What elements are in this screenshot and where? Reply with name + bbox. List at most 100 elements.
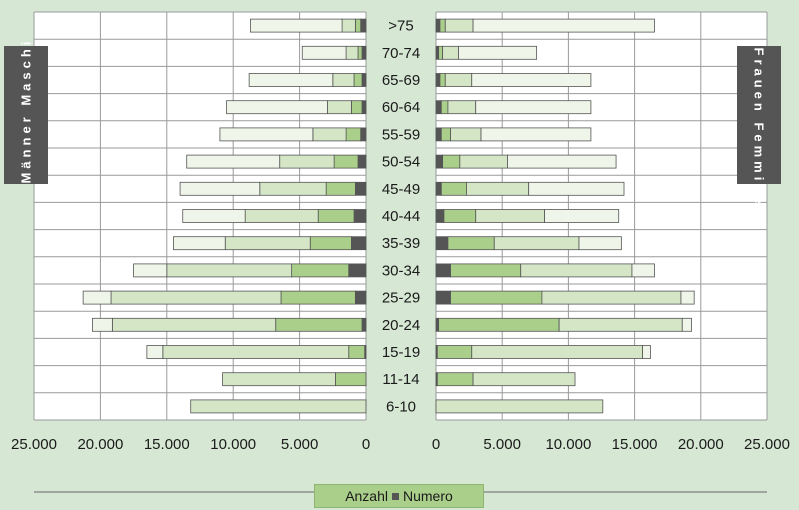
age-group-label: 35-39 xyxy=(382,235,420,252)
female-bar-segment-light xyxy=(459,154,508,169)
female-bar-segment-pale xyxy=(680,290,695,305)
male-bar-segment-green xyxy=(348,345,366,359)
female-bar-segment-green xyxy=(439,18,446,33)
age-group-label: 30-34 xyxy=(382,262,420,279)
male-bar-segment-pale xyxy=(92,317,113,332)
female-bar-segment-green xyxy=(442,154,461,169)
male-bar-segment-light xyxy=(332,73,355,87)
male-bar-segment-light xyxy=(222,372,336,387)
female-bar-segment-light xyxy=(558,317,683,332)
male-bar-segment-dark xyxy=(361,45,367,60)
x-tick-label-left: 25.000 xyxy=(11,436,57,453)
female-bar-segment-green xyxy=(438,45,444,60)
male-bar-segment-green xyxy=(333,154,359,169)
male-bar-segment-light xyxy=(224,236,311,251)
female-bar-segment-green xyxy=(440,181,467,196)
male-bar-segment-dark xyxy=(361,317,367,332)
male-bar-segment-dark xyxy=(360,18,367,33)
male-bar-segment-pale xyxy=(219,127,314,142)
male-bar-segment-light xyxy=(312,127,347,142)
x-tick-label-left: 15.000 xyxy=(144,436,190,453)
female-bar-segment-pale xyxy=(480,127,592,142)
female-bar-segment-light xyxy=(475,209,545,223)
female-bar-segment-dark xyxy=(435,209,445,223)
male-bar-segment-green xyxy=(317,209,355,223)
male-bar-segment-pale xyxy=(179,181,261,196)
female-bar-segment-light xyxy=(520,263,633,278)
female-bar-segment-light xyxy=(444,73,473,87)
female-bar-segment-dark xyxy=(435,154,444,169)
female-bar-segment-green xyxy=(439,73,446,87)
female-bar-segment-pale xyxy=(472,18,655,33)
females-label-box: Frauen Femmine xyxy=(737,46,781,208)
female-bar-segment-green xyxy=(443,209,477,223)
male-bar-segment-light xyxy=(345,45,359,60)
female-bar-segment-light xyxy=(450,127,482,142)
male-bar-segment-pale xyxy=(133,263,168,278)
age-group-label: 15-19 xyxy=(382,344,420,361)
male-bar-segment-pale xyxy=(173,236,226,251)
male-bar-segment-green xyxy=(345,127,362,142)
age-group-label: 70-74 xyxy=(382,45,420,62)
x-tick-label-left: 0 xyxy=(362,436,370,453)
female-bar-segment-green xyxy=(436,372,474,387)
female-bar-segment-pale xyxy=(475,100,592,115)
male-bar-segment-dark xyxy=(348,263,367,278)
male-bar-segment-green xyxy=(353,73,363,87)
male-bar-segment-green xyxy=(309,236,352,251)
age-group-label: 65-69 xyxy=(382,72,420,89)
male-bar-segment-pale xyxy=(82,290,112,305)
male-bar-segment-pale xyxy=(182,209,246,223)
age-group-label: >75 xyxy=(388,18,413,35)
legend-square-icon xyxy=(392,492,399,500)
female-bar-segment-dark xyxy=(435,181,442,196)
female-bar-segment-light xyxy=(541,290,682,305)
female-bar-segment-light xyxy=(472,372,576,387)
x-tick-label-right: 10.000 xyxy=(545,436,591,453)
female-bar-segment-dark xyxy=(435,290,451,305)
female-bar-segment-light xyxy=(444,18,474,33)
age-group-label: 6-10 xyxy=(386,398,416,415)
female-bar-segment-green xyxy=(450,290,543,305)
male-bar-segment-pale xyxy=(248,73,334,87)
male-bar-segment-light xyxy=(259,181,327,196)
female-bar-segment-pale xyxy=(631,263,655,278)
male-bar-segment-green xyxy=(335,372,367,387)
female-bar-segment-green xyxy=(440,127,451,142)
age-group-label: 11-14 xyxy=(382,371,419,388)
age-group-label: 20-24 xyxy=(382,317,420,334)
x-tick-label-right: 20.000 xyxy=(678,436,724,453)
x-tick-label-left: 20.000 xyxy=(77,436,123,453)
female-bar-segment-light xyxy=(442,45,459,60)
male-bar-segment-dark xyxy=(353,209,367,223)
female-bar-segment-light xyxy=(447,100,477,115)
male-bar-segment-dark xyxy=(361,73,367,87)
female-bar-segment-dark xyxy=(435,236,449,251)
female-bar-segment-pale xyxy=(471,73,592,87)
female-bar-segment-pale xyxy=(528,181,625,196)
male-bar-segment-green xyxy=(350,100,363,115)
female-bar-segment-pale xyxy=(578,236,622,251)
female-bar-segment-dark xyxy=(435,18,441,33)
age-group-label: 45-49 xyxy=(382,181,420,198)
female-bar-segment-light xyxy=(493,236,580,251)
female-bar-segment-green xyxy=(447,236,495,251)
female-bar-segment-dark xyxy=(435,263,451,278)
male-bar-segment-light xyxy=(327,100,352,115)
male-bar-segment-pale xyxy=(226,100,328,115)
male-bar-segment-pale xyxy=(146,345,164,359)
female-bar-segment-green xyxy=(440,100,449,115)
female-bar-segment-light xyxy=(466,181,530,196)
male-bar-segment-light xyxy=(244,209,319,223)
female-bar-segment-pale xyxy=(544,209,620,223)
male-bar-segment-light xyxy=(162,345,350,359)
legend-text-it: Numero xyxy=(403,488,453,504)
x-tick-labels: 25.000 20.000 15.000 10.000 5.000 0 0 5.000 10.0… xyxy=(11,436,790,453)
male-bar-segment-light xyxy=(341,18,356,33)
female-bar-segment-green xyxy=(438,317,560,332)
age-group-label: 55-59 xyxy=(382,126,420,143)
males-label: Männer Maschi xyxy=(18,37,34,184)
legend: Anzahl Numero xyxy=(314,484,484,508)
female-bar-segment-dark xyxy=(435,100,442,115)
